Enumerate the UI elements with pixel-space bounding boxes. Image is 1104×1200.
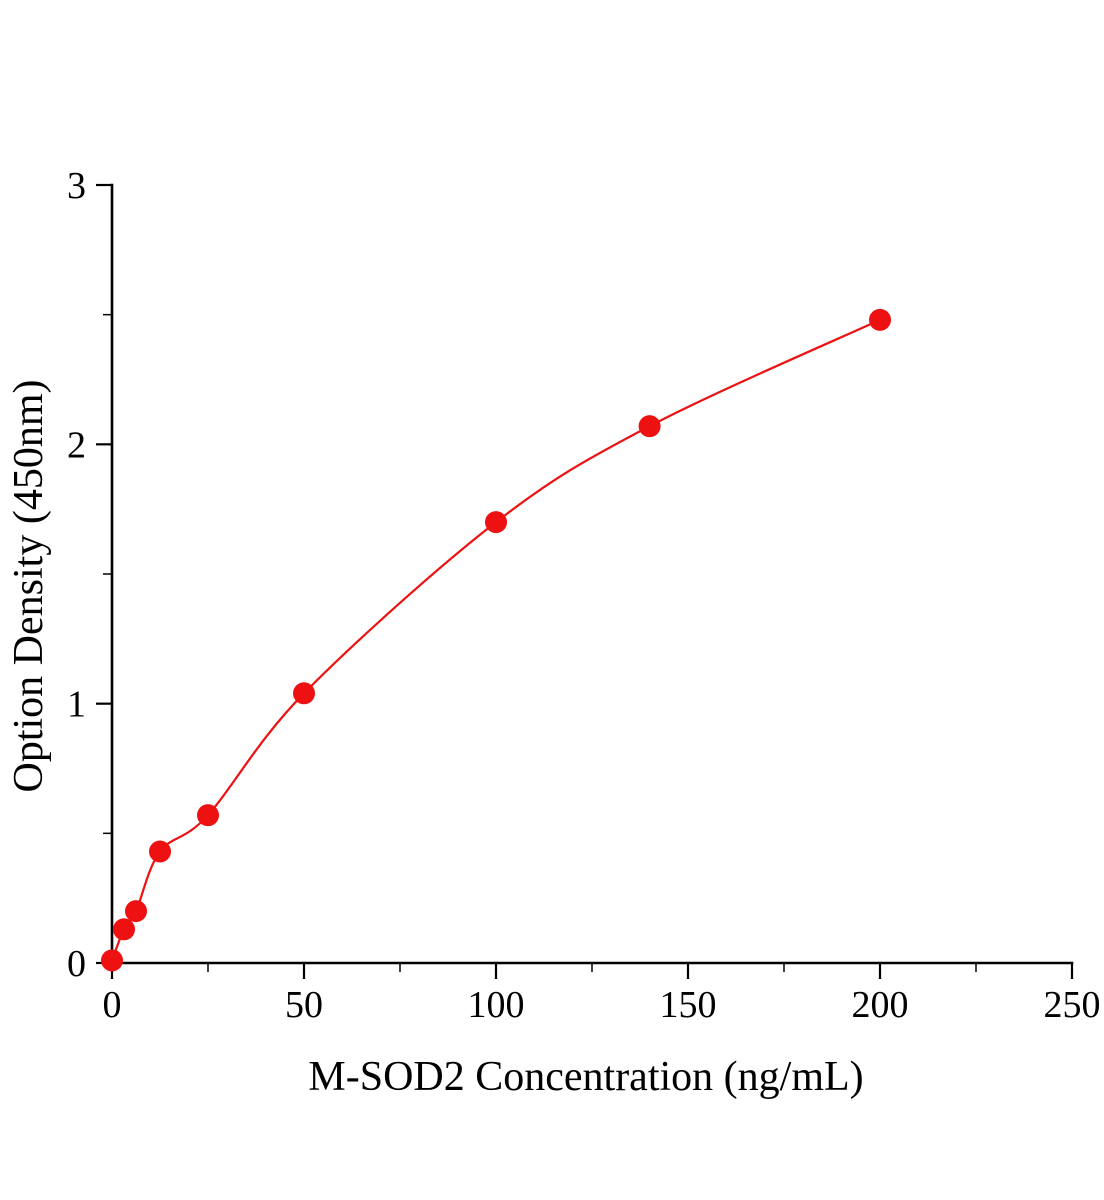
data-point — [293, 682, 315, 705]
x-tick-label: 250 — [1044, 984, 1101, 1026]
y-tick-label: 1 — [67, 684, 86, 726]
x-axis-title: M-SOD2 Concentration (ng/mL) — [308, 1054, 863, 1100]
x-tick-label: 0 — [103, 984, 122, 1026]
data-point — [101, 949, 123, 972]
data-point — [149, 840, 171, 863]
plot-area: 0 50 100 150 200 250 0 1 2 3 — [67, 165, 1101, 1026]
fit-line — [110, 318, 881, 961]
x-tick-label: 100 — [468, 984, 525, 1026]
data-point — [638, 415, 661, 438]
data-point — [125, 900, 147, 923]
y-tick-label: 3 — [67, 165, 86, 207]
x-tick-label: 150 — [660, 984, 717, 1026]
data-point — [869, 308, 891, 331]
y-tick-label: 0 — [67, 943, 86, 985]
y-tick-label: 2 — [67, 424, 86, 466]
y-axis-title: Option Density (450nm) — [6, 380, 52, 793]
x-tick-label: 200 — [852, 984, 909, 1026]
data-point — [485, 511, 507, 534]
data-point — [197, 804, 219, 827]
data-point — [113, 918, 135, 941]
x-tick-label: 50 — [285, 984, 323, 1026]
